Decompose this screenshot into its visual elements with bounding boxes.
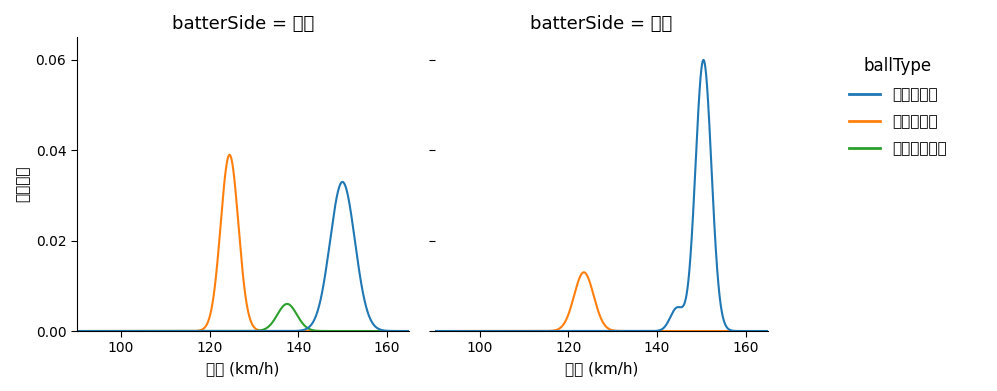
Title: batterSide = 右打: batterSide = 右打 <box>171 15 314 33</box>
Title: batterSide = 左打: batterSide = 左打 <box>530 15 673 33</box>
X-axis label: 球速 (km/h): 球速 (km/h) <box>206 361 279 376</box>
Legend: ストレート, スライダー, カットボール: ストレート, スライダー, カットボール <box>843 51 953 163</box>
Y-axis label: 確率密度: 確率密度 <box>15 166 30 203</box>
X-axis label: 球速 (km/h): 球速 (km/h) <box>565 361 638 376</box>
